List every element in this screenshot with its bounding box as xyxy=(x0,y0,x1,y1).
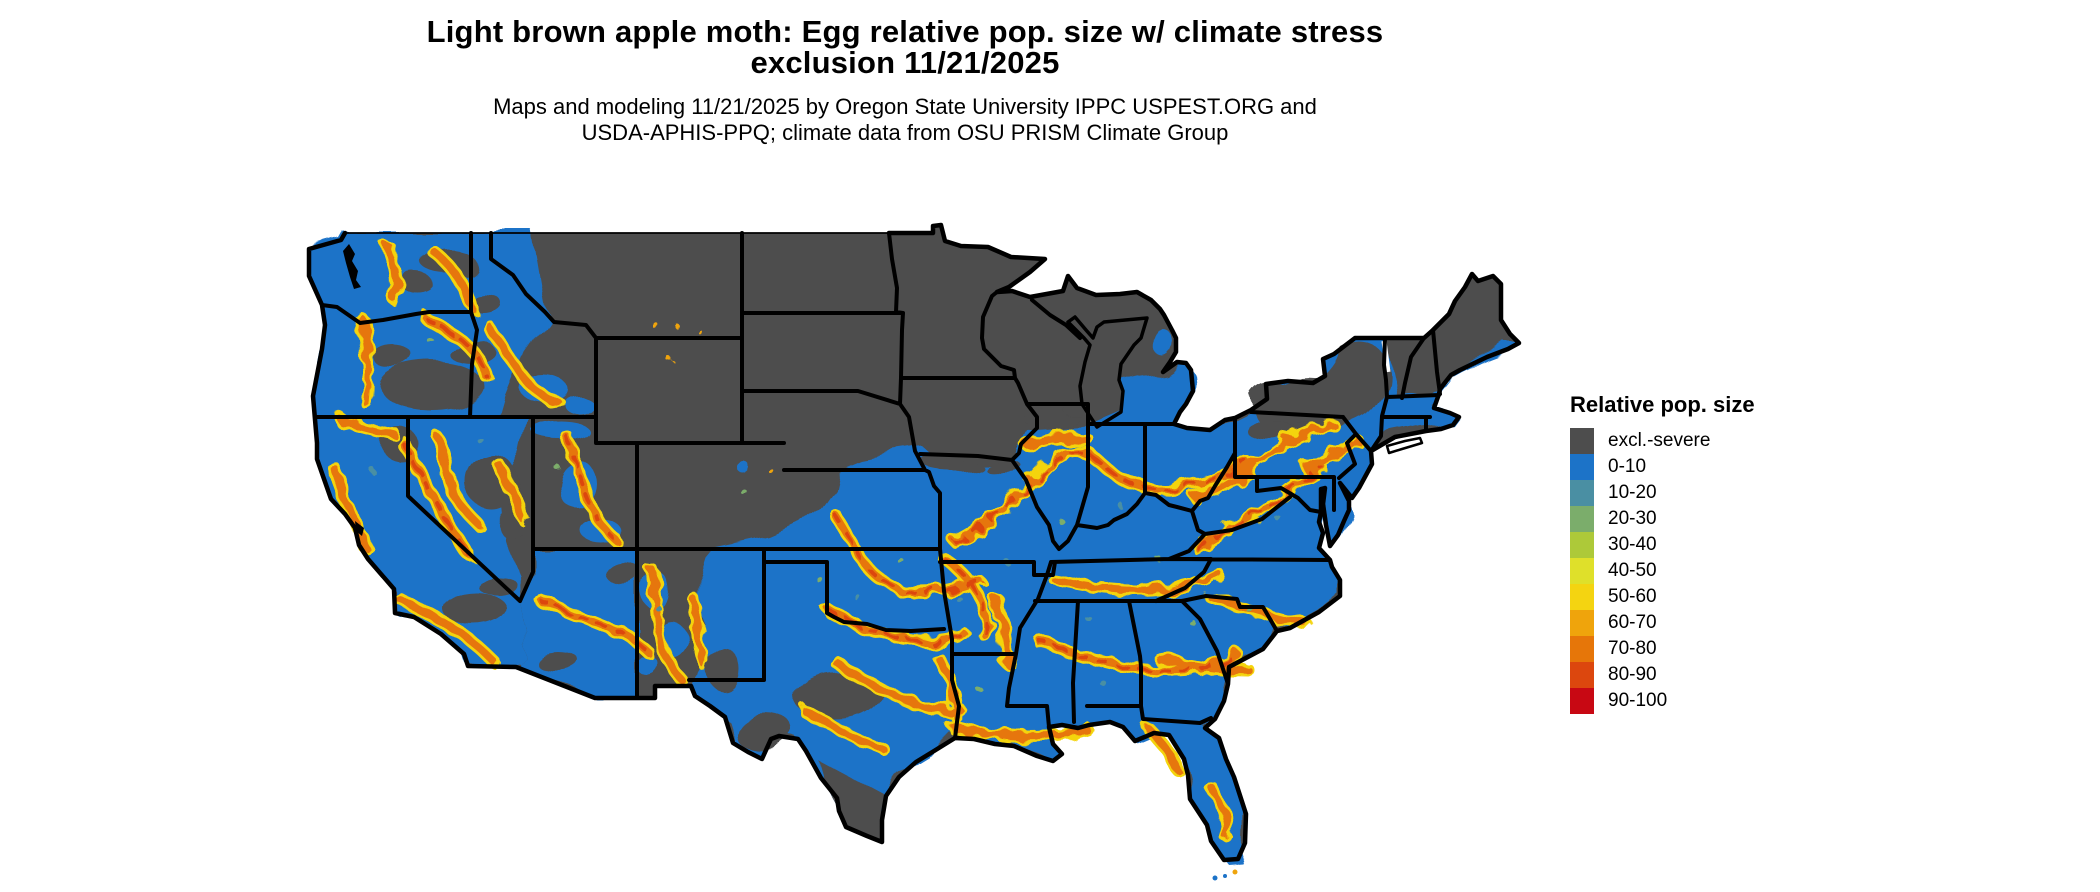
legend: Relative pop. size excl.-severe 0-10 10-20… xyxy=(1570,392,1870,714)
legend-swatch xyxy=(1570,454,1594,480)
legend-item-label: 30-40 xyxy=(1608,534,1657,555)
legend-title: Relative pop. size xyxy=(1570,392,1755,417)
florida-keys xyxy=(1232,869,1238,875)
legend-item: 40-50 xyxy=(1570,558,1870,584)
state-borders xyxy=(314,231,1442,740)
legend-item: 60-70 xyxy=(1570,610,1870,636)
legend-item: 0-10 xyxy=(1570,454,1870,480)
legend-item-label: 10-20 xyxy=(1608,482,1657,503)
legend-swatch xyxy=(1570,584,1594,610)
legend-item: excl.-severe xyxy=(1570,428,1870,454)
lake-michigan xyxy=(1066,315,1149,429)
legend-item-label: excl.-severe xyxy=(1608,430,1711,451)
legend-item-label: 90-100 xyxy=(1608,690,1668,711)
long-island xyxy=(1385,436,1424,455)
legend-swatch xyxy=(1570,480,1594,506)
san-francisco-bay xyxy=(355,521,364,536)
legend-item-label: 0-10 xyxy=(1608,456,1647,477)
legend-item-label: 70-80 xyxy=(1608,638,1657,659)
legend-item-label: 40-50 xyxy=(1608,560,1657,581)
legend-swatch xyxy=(1570,558,1594,584)
legend-item-label: 50-60 xyxy=(1608,586,1657,607)
legend-swatch xyxy=(1570,636,1594,662)
legend-swatch xyxy=(1570,662,1594,688)
legend-swatch xyxy=(1570,532,1594,558)
legend-item: 20-30 xyxy=(1570,506,1870,532)
legend-item: 90-100 xyxy=(1570,688,1870,714)
map-title-line-1: Light brown apple moth: Egg relative pop… xyxy=(426,14,1384,49)
florida-keys xyxy=(1223,874,1227,878)
map-title-line-2: exclusion 11/21/2025 xyxy=(750,45,1060,80)
map-subtitle-line-2: USDA-APHIS-PPQ; climate data from OSU PR… xyxy=(581,120,1229,145)
national-outline xyxy=(306,222,1522,863)
map-subtitle-line-1: Maps and modeling 11/21/2025 by Oregon S… xyxy=(493,94,1317,119)
legend-item-label: 20-30 xyxy=(1608,508,1657,529)
legend-item: 80-90 xyxy=(1570,662,1870,688)
florida-keys xyxy=(1212,875,1218,881)
legend-swatch xyxy=(1570,506,1594,532)
legend-item-label: 60-70 xyxy=(1608,612,1657,633)
legend-swatch xyxy=(1570,428,1594,454)
legend-swatch xyxy=(1570,688,1594,714)
legend-item: 70-80 xyxy=(1570,636,1870,662)
legend-item: 30-40 xyxy=(1570,532,1870,558)
figure-header: Light brown apple moth: Egg relative pop… xyxy=(0,16,1810,146)
legend-item-label: 80-90 xyxy=(1608,664,1657,685)
legend-item: 50-60 xyxy=(1570,584,1870,610)
map-subtitle: Maps and modeling 11/21/2025 by Oregon S… xyxy=(0,94,1810,146)
legend-swatch xyxy=(1570,610,1594,636)
puget-sound xyxy=(343,244,361,289)
map-details xyxy=(343,244,1424,881)
legend-items: excl.-severe 0-10 10-20 20-30 30-40 40-50 50-6… xyxy=(1570,428,1870,714)
legend-item: 10-20 xyxy=(1570,480,1870,506)
